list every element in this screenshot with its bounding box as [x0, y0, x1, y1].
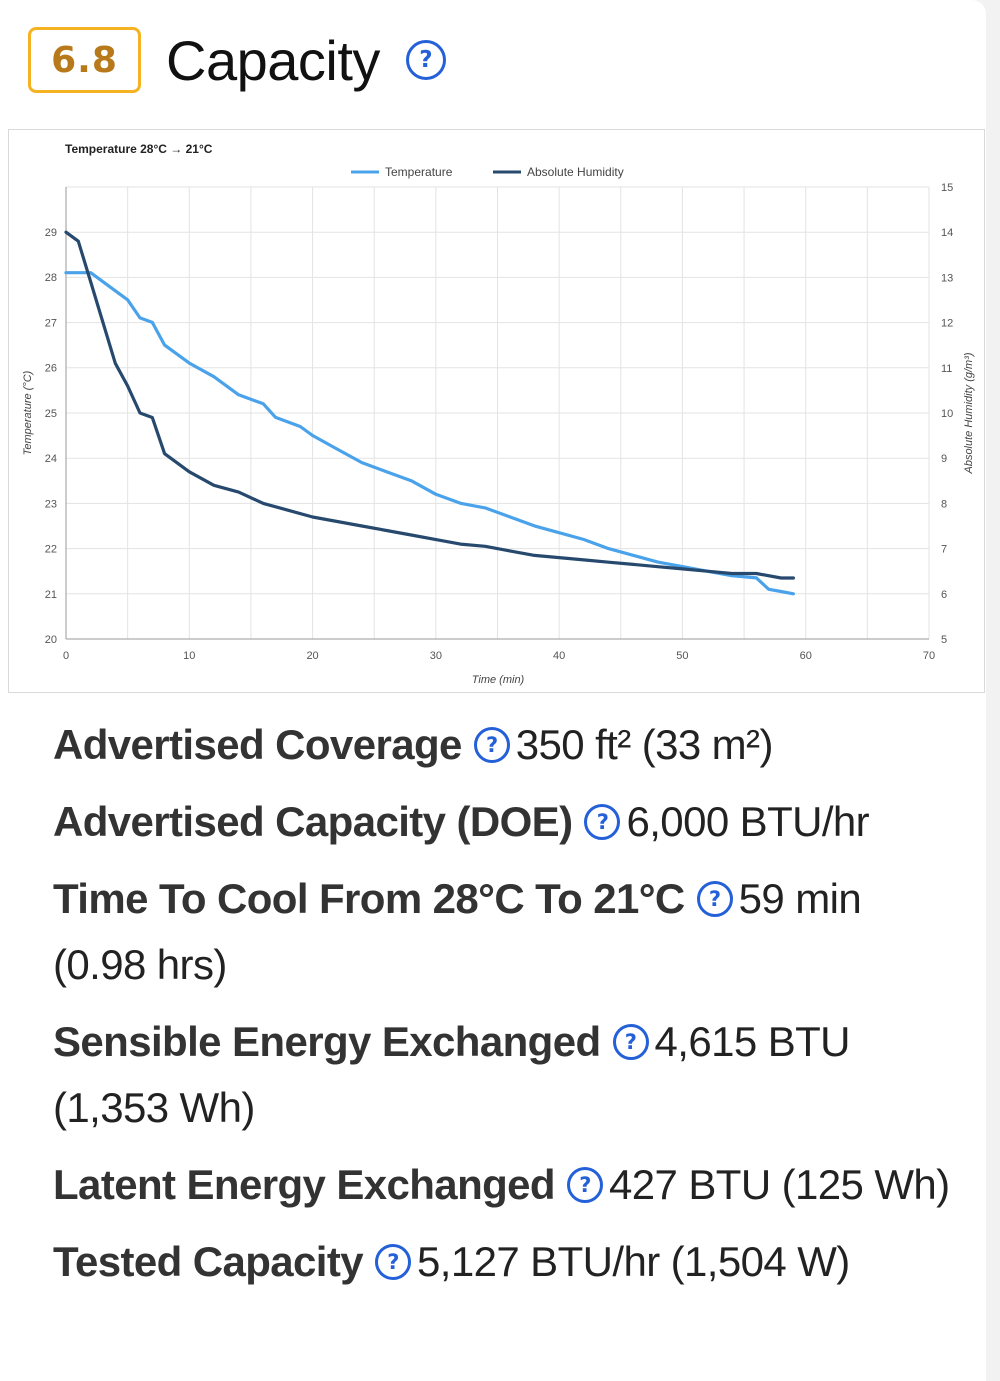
y2-tick-label: 5 — [941, 634, 947, 646]
spec-advertised-capacity: Advertised Capacity (DOE)? 6,000 BTU/hr — [53, 789, 958, 855]
spec-label: Tested Capacity — [53, 1238, 364, 1285]
question-circle-icon[interactable]: ? — [405, 40, 446, 80]
y-tick-label: 26 — [45, 363, 57, 375]
y-tick-label: 29 — [45, 227, 57, 239]
spec-value: 4,615 BTU (1,353 Wh) — [53, 1018, 851, 1131]
spec-label: Sensible Energy Exchanged — [53, 1018, 601, 1065]
question-circle-icon[interactable]: ? — [473, 726, 510, 763]
spec-value: 427 BTU (125 Wh) — [609, 1161, 950, 1208]
y-tick-label: 28 — [45, 272, 57, 284]
spec-sensible-energy: Sensible Energy Exchanged? 4,615 BTU (1,3… — [53, 1009, 958, 1141]
spec-label: Advertised Coverage — [53, 721, 462, 768]
y2-tick-label: 8 — [941, 498, 947, 510]
x-axis-label: Time (min) — [472, 674, 525, 686]
x-tick-label: 30 — [430, 650, 442, 662]
y-tick-label: 21 — [45, 589, 57, 601]
x-tick-label: 60 — [800, 650, 812, 662]
spec-advertised-coverage: Advertised Coverage? 350 ft² (33 m²) — [53, 712, 958, 778]
chart-title: Temperature 28°C → 21°C — [65, 142, 213, 156]
spec-label: Time To Cool From 28°C To 21°C — [53, 875, 685, 922]
y-tick-label: 27 — [45, 317, 57, 329]
x-tick-label: 20 — [306, 650, 318, 662]
spec-label: Advertised Capacity (DOE) — [53, 798, 573, 845]
score-badge: 6.8 — [28, 27, 141, 93]
spec-value: 59 min (0.98 hrs) — [53, 875, 862, 988]
y2-tick-label: 10 — [941, 408, 953, 420]
y2-tick-label: 9 — [941, 453, 947, 465]
y-tick-label: 24 — [45, 453, 57, 465]
y-tick-label: 20 — [45, 634, 57, 646]
spec-list: Advertised Coverage? 350 ft² (33 m²) Adve… — [53, 712, 958, 1306]
spec-tested-capacity: Tested Capacity? 5,127 BTU/hr (1,504 W) — [53, 1229, 958, 1295]
spec-value: 350 ft² (33 m²) — [515, 721, 774, 768]
temperature-series-line — [64, 271, 796, 596]
y2-tick-label: 12 — [941, 318, 953, 330]
question-circle-icon[interactable]: ? — [375, 1243, 411, 1280]
x-tick-label: 10 — [183, 650, 195, 662]
y2-tick-label: 11 — [941, 363, 952, 375]
y2-tick-label: 14 — [941, 227, 953, 239]
question-circle-icon[interactable]: ? — [612, 1023, 649, 1060]
y-tick-label: 22 — [45, 544, 57, 556]
spec-latent-energy: Latent Energy Exchanged? 427 BTU (125 Wh) — [53, 1152, 958, 1218]
legend-label: Temperature — [385, 165, 453, 179]
temperature-humidity-chart: 5 6 7 8 9 10 11 12 13 14 15 20 21 22 23 24 25 26 27 28 29 0 10… — [8, 129, 985, 693]
x-tick-label: 50 — [676, 650, 688, 662]
humidity-series-line — [64, 230, 796, 580]
x-tick-label: 70 — [923, 650, 935, 662]
y-tick-label: 25 — [45, 408, 57, 420]
y2-tick-label: 7 — [941, 544, 947, 556]
y-tick-label: 23 — [45, 498, 57, 510]
spec-time-to-cool: Time To Cool From 28°C To 21°C? 59 min (0… — [53, 866, 958, 998]
spec-value: 6,000 BTU/hr — [626, 798, 870, 845]
card-header: 6.8 Capacity ? — [28, 27, 446, 93]
y2-tick-label: 6 — [941, 589, 947, 601]
chart-svg: 5 6 7 8 9 10 11 12 13 14 15 20 21 22 23 24 25 26 27 28 29 0 10… — [22, 142, 975, 686]
y2-tick-label: 13 — [941, 272, 953, 284]
x-tick-label: 40 — [553, 650, 565, 662]
question-circle-icon[interactable]: ? — [696, 880, 733, 917]
y-axis-label: Temperature (°C) — [22, 370, 34, 455]
y2-tick-label: 15 — [941, 182, 953, 194]
x-tick-label: 0 — [63, 650, 69, 662]
spec-label: Latent Energy Exchanged — [53, 1161, 556, 1208]
section-title: Capacity — [166, 28, 380, 92]
question-circle-icon[interactable]: ? — [567, 1166, 603, 1203]
question-circle-icon[interactable]: ? — [584, 803, 621, 840]
y2-axis-label: Absolute Humidity (g/m³) — [963, 352, 975, 474]
legend-label: Absolute Humidity — [527, 165, 624, 179]
spec-value: 5,127 BTU/hr (1,504 W) — [417, 1238, 850, 1285]
